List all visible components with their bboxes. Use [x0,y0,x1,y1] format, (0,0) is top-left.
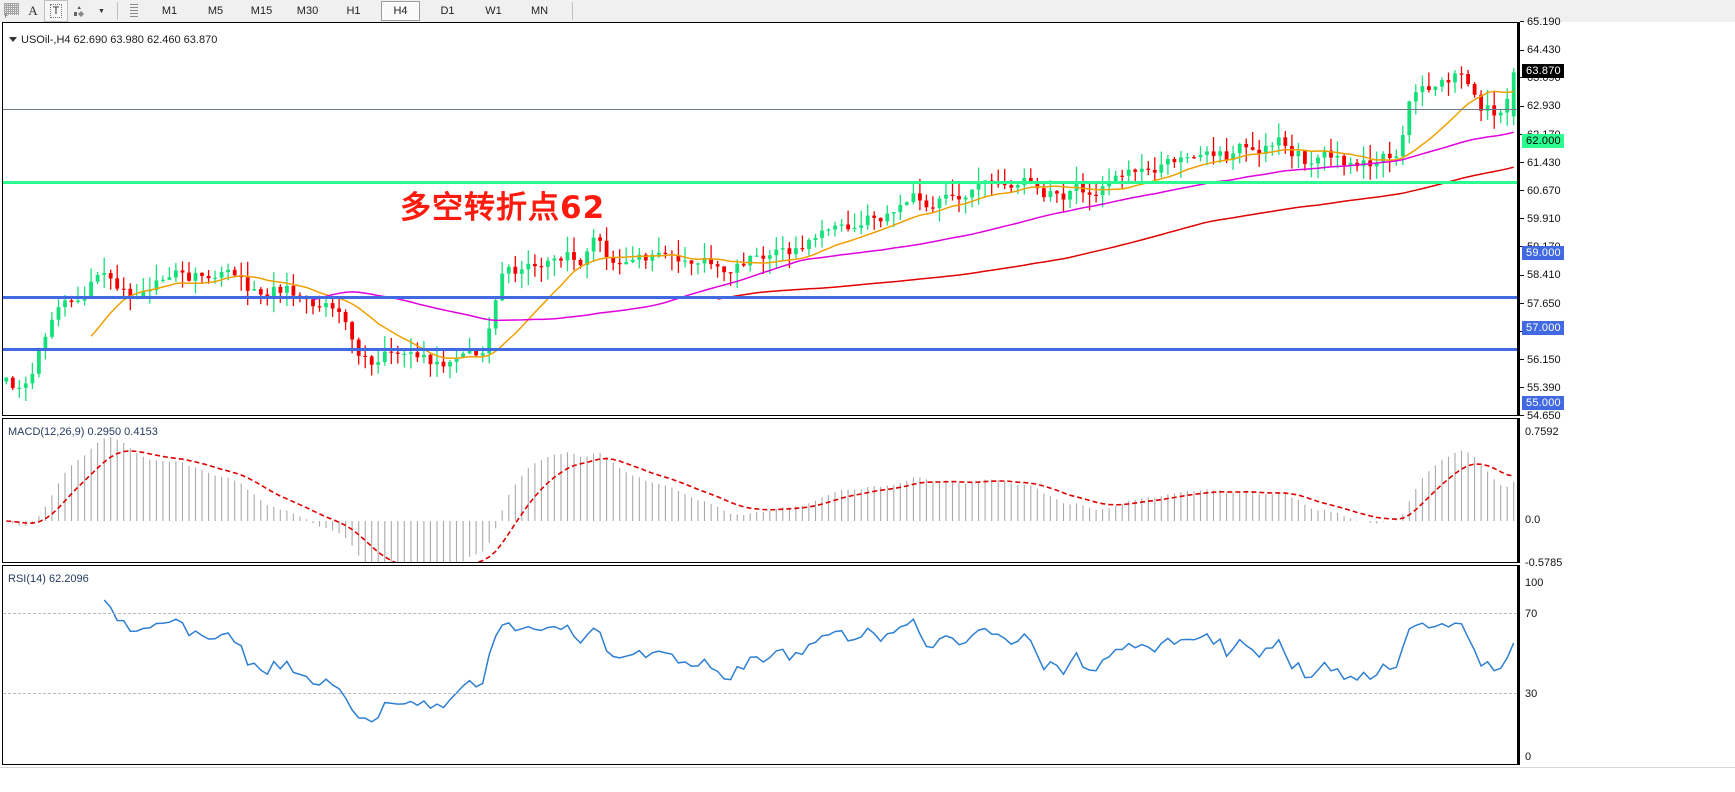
toolbar: F A T ▼ M1 M5 M15 M30 H1 H4 D1 W1 MN [0,0,1735,23]
timeframe-w1[interactable]: W1 [485,5,502,17]
scale-ruler-icon[interactable] [123,1,145,21]
text-label-icon[interactable]: T [44,0,68,22]
timeframe-group: M1 M5 M15 M30 H1 H4 D1 W1 MN [151,1,558,21]
timeframe-h4[interactable]: H4 [381,1,420,21]
price-marker-horizontal-line[interactable]: 59.000 [1522,246,1564,261]
price-tick: 65.190 [1520,16,1561,28]
price-tick: 55.390 [1520,382,1561,394]
price-tick: 59.910 [1520,213,1561,225]
rsi-tick: 100 [1525,577,1544,589]
price-series-svg [4,66,1516,401]
timeframe-h1[interactable]: H1 [346,5,361,17]
rsi-pane[interactable]: RSI(14) 62.2096 [2,565,1518,765]
grid-icon[interactable]: F [0,1,22,21]
timeframe-d1[interactable]: D1 [440,5,455,17]
rsi-series-svg [103,599,1515,723]
toolbar-separator [117,2,118,20]
level-line-57[interactable] [3,348,1517,351]
rsi-label: RSI(14) 62.2096 [8,573,89,585]
toolbar-separator-2 [572,2,573,20]
collapse-triangle-icon[interactable] [9,36,17,42]
objects-dropdown-icon[interactable]: ▼ [98,7,105,15]
macd-axis: 0.7592 0.0 -0.5785 [1518,418,1733,569]
rsi-level-70 [3,613,1517,614]
price-tick: 54.650 [1520,410,1561,422]
macd-tick: 0.0 [1525,514,1541,526]
price-tick: 64.430 [1520,44,1561,56]
timeframe-m15[interactable]: M15 [250,5,273,17]
rsi-tick: 0 [1525,751,1532,763]
chart-frame: USOil-,H4 62.690 63.980 62.460 63.870 MA… [0,16,1735,791]
rsi-axis: 100 70 30 0 [1518,565,1733,765]
macd-pane[interactable]: MACD(12,26,9) 0.2950 0.4153 [2,418,1518,563]
last-price-gridline [3,109,1517,110]
rsi-tick: 70 [1525,608,1538,620]
level-line-59[interactable] [3,296,1517,299]
price-tick: 62.930 [1520,100,1561,112]
horizontal-scrollbar[interactable] [0,767,1735,792]
price-marker-horizontal-line[interactable]: 57.000 [1522,321,1564,336]
price-marker-last-price[interactable]: 63.870 [1522,64,1564,79]
macd-label: MACD(12,26,9) 0.2950 0.4153 [8,426,158,438]
price-marker-horizontal-line[interactable]: 62.000 [1522,134,1564,149]
timeframe-mn[interactable]: MN [530,5,549,17]
price-tick: 61.430 [1520,157,1561,169]
rsi-tick: 30 [1525,688,1538,700]
price-tick: 58.410 [1520,269,1561,281]
chart-annotation[interactable]: 多空转折点62 [400,190,606,226]
objects-icon[interactable] [68,1,90,21]
macd-tick: -0.5785 [1525,557,1563,569]
price-tick: 57.650 [1520,298,1561,310]
timeframe-m30[interactable]: M30 [296,5,319,17]
symbol-ohlc-text: USOil-,H4 62.690 63.980 62.460 63.870 [21,34,218,46]
macd-tick: 0.7592 [1525,426,1559,438]
price-tick: 56.150 [1520,354,1561,366]
timeframe-m5[interactable]: M5 [207,5,224,17]
macd-series-svg [6,437,1515,562]
price-pane[interactable]: USOil-,H4 62.690 63.980 62.460 63.870 [2,22,1518,416]
price-marker-horizontal-line[interactable]: 55.000 [1522,395,1564,410]
price-pane-title: USOil-,H4 62.690 63.980 62.460 63.870 [9,34,217,46]
level-line-62[interactable] [3,181,1517,184]
price-axis[interactable]: 65.19064.43063.69062.93062.17061.43060.6… [1518,16,1733,422]
timeframe-m1[interactable]: M1 [161,5,178,17]
rsi-level-30 [3,693,1517,694]
text-font-icon[interactable]: A [28,3,38,18]
price-tick: 60.670 [1520,185,1561,197]
